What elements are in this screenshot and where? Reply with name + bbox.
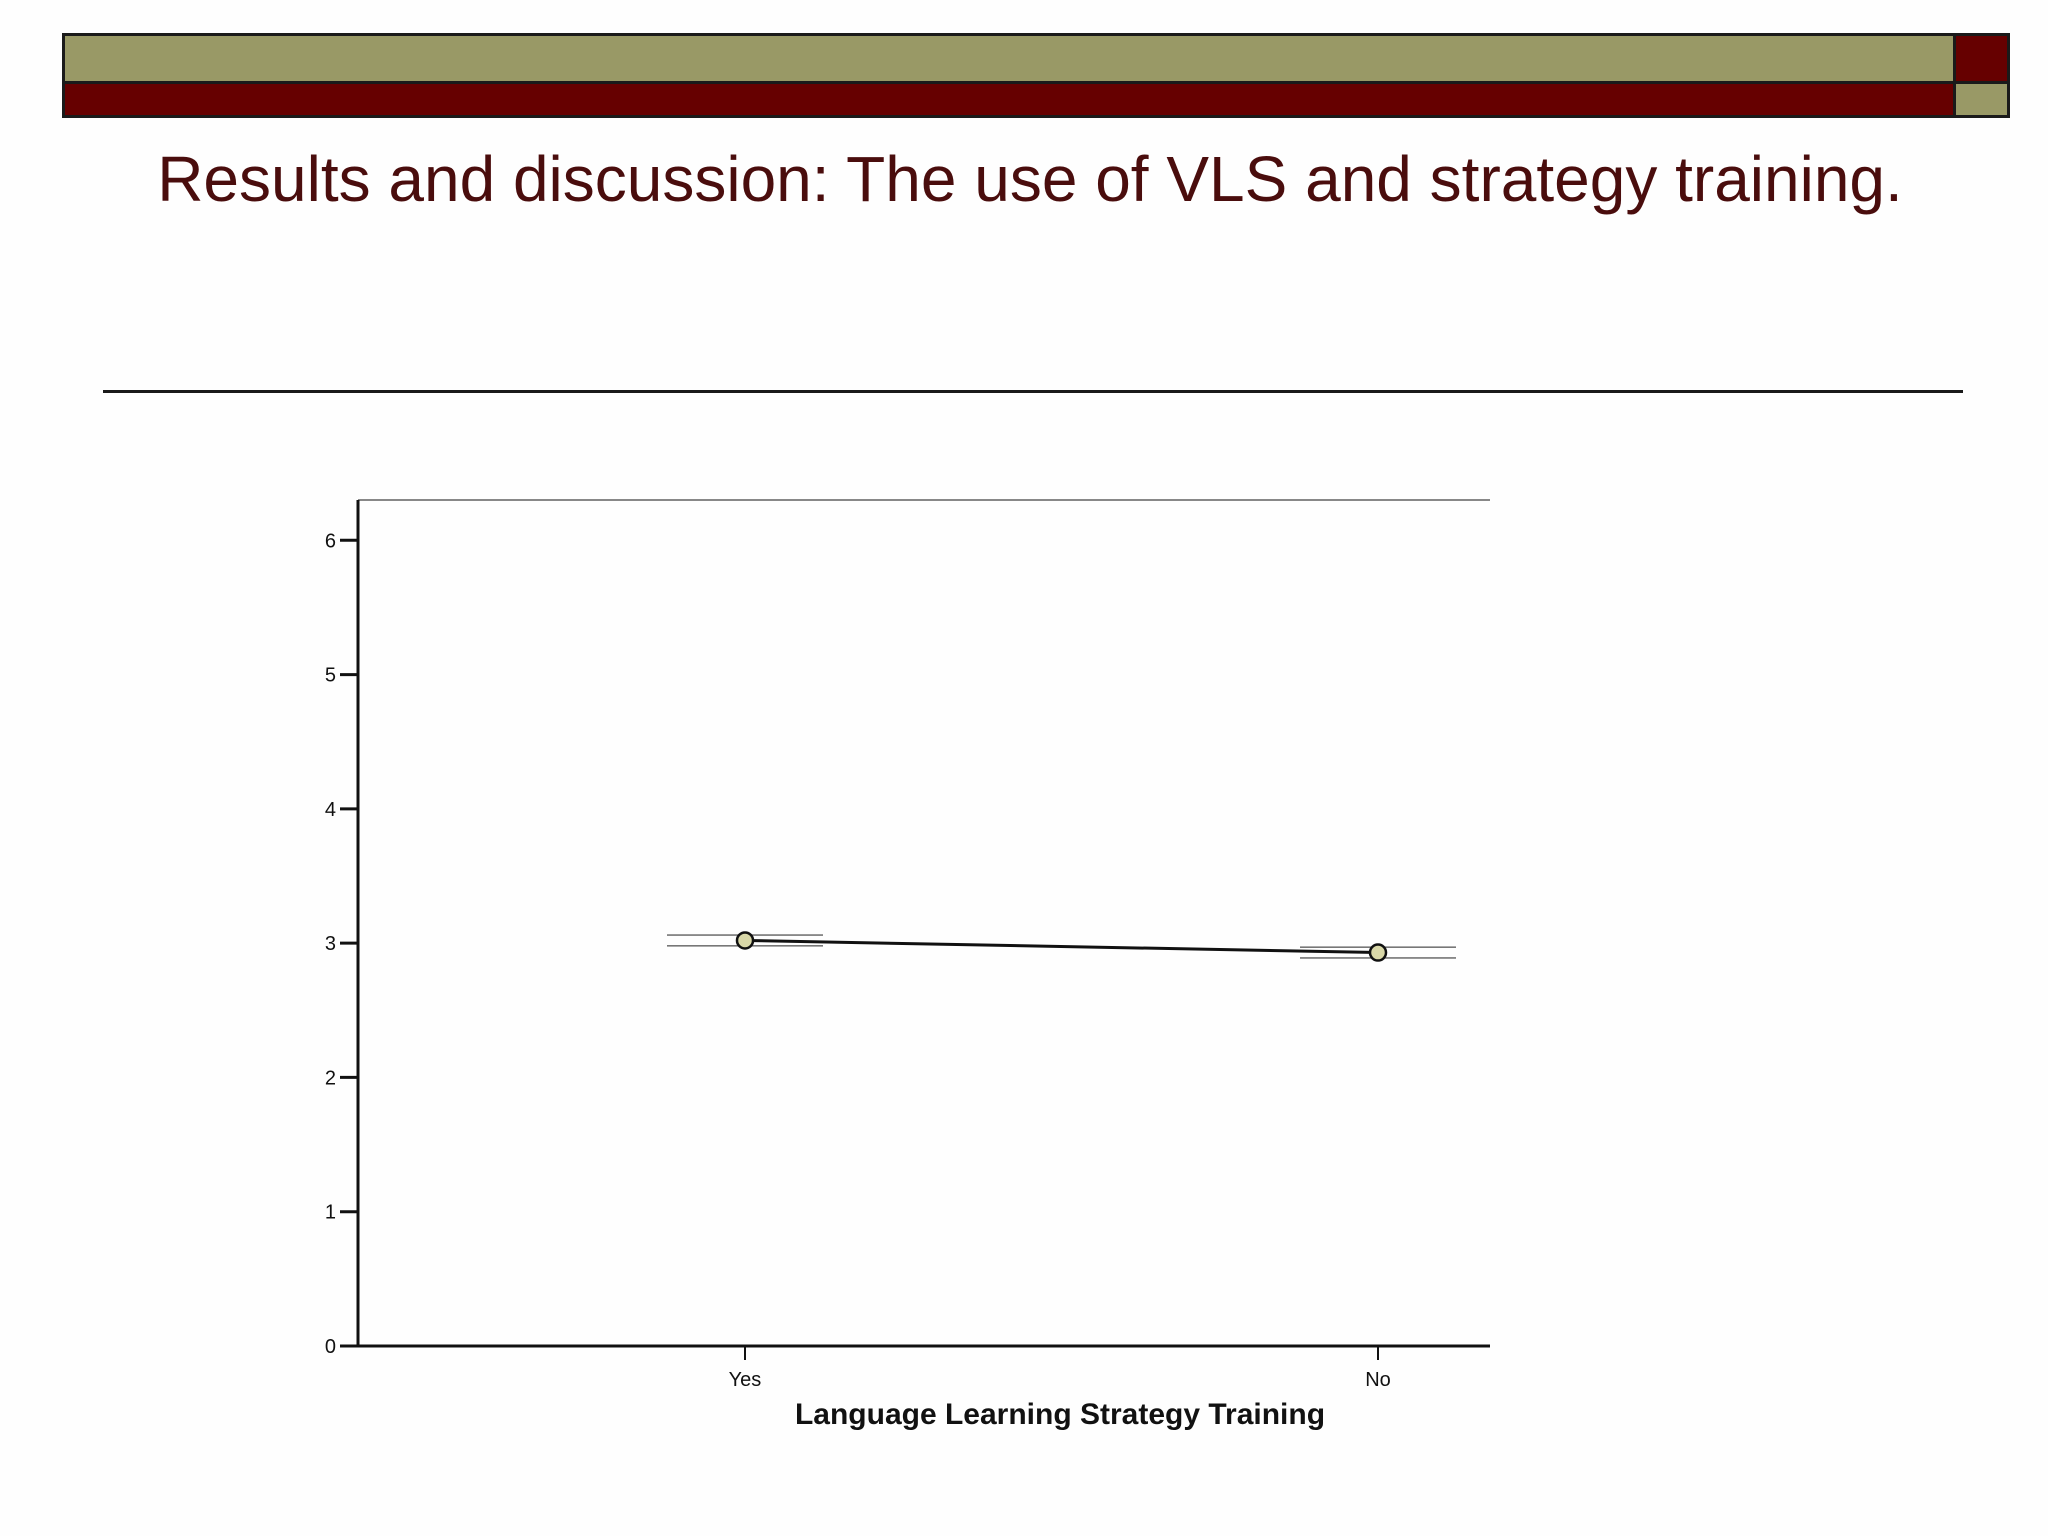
header-corner-olive: [1956, 84, 2010, 118]
x-tick-label-no: No: [1365, 1369, 1391, 1391]
y-tick-label-5: 5: [325, 665, 336, 687]
series-line: [744, 938, 1379, 955]
y-tick-label-4: 4: [325, 799, 336, 821]
header-band-olive: [62, 33, 1956, 84]
header-band-maroon: [62, 84, 1956, 118]
y-tick-label-0: 0: [325, 1336, 336, 1358]
header-corner-maroon: [1956, 33, 2010, 84]
y-tick-label-6: 6: [325, 530, 336, 552]
x-axis-title: Language Learning Strategy Training: [795, 1398, 1325, 1431]
title-divider: [103, 390, 1963, 393]
y-tick-label-1: 1: [325, 1202, 336, 1224]
data-point-no: [1368, 943, 1388, 962]
x-tick-label-yes: Yes: [729, 1369, 762, 1391]
y-tick-label-3: 3: [325, 933, 336, 955]
slide-title: Results and discussion: The use of VLS a…: [157, 143, 1903, 215]
data-point-yes: [735, 931, 755, 950]
y-tick-label-2: 2: [325, 1067, 336, 1089]
